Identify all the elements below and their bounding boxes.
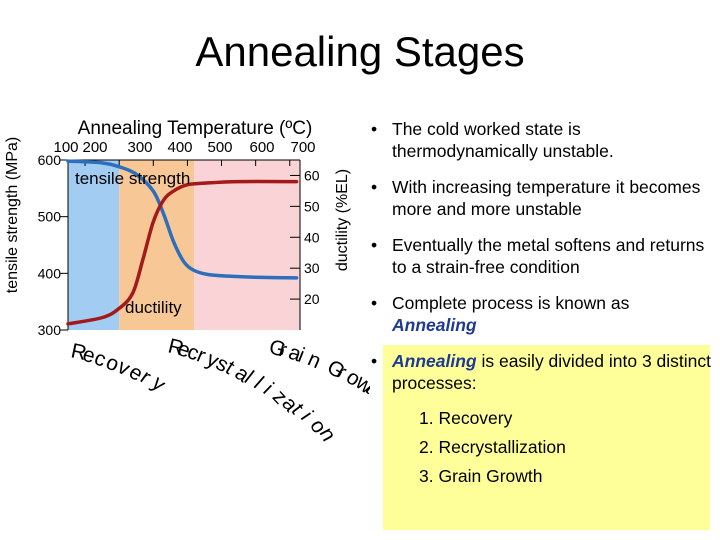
stage-label-char: n <box>304 347 324 373</box>
bullet-item: • With increasing temperature it becomes … <box>371 177 701 219</box>
right-tick-label: 40 <box>304 229 320 245</box>
right-axis: ductility (%EL) 20 30 40 50 60 <box>290 167 351 307</box>
stage-label-char: R <box>69 339 89 365</box>
top-tick-label: 700 <box>290 139 315 156</box>
top-tick-label: 600 <box>249 139 274 156</box>
right-axis-title: ductility (%EL) <box>334 169 351 271</box>
right-tick-label: 20 <box>304 291 320 307</box>
bullet-list: • The cold worked state is thermodynamica… <box>368 118 713 408</box>
step-grain-growth: 3. Grain Growth <box>419 466 543 486</box>
left-tick-label: 500 <box>38 209 62 225</box>
step-recrystallization: 2. Recrystallization <box>419 437 566 457</box>
ductility-curve <box>66 179 299 326</box>
bullet-dot: • <box>371 119 378 139</box>
top-axis: Annealing Temperature (ºC)100 200 300 400 50… <box>53 118 316 166</box>
left-axis: tensile strength (MPa) 300 400 500 600 <box>4 137 68 338</box>
right-tick-label: 50 <box>304 198 320 214</box>
annealing-highlight-box <box>383 345 710 530</box>
step-recovery: 1. Recovery <box>419 408 513 428</box>
annealing-term: Annealing <box>392 315 477 335</box>
bullet-dot: • <box>371 351 378 371</box>
left-tick-label: 300 <box>38 322 62 338</box>
region-grain-growth <box>194 160 300 330</box>
right-tick-label: 60 <box>304 167 320 183</box>
top-tick-label: 200 <box>82 139 107 156</box>
top-tick-label: 500 <box>207 139 232 156</box>
annealing-chart: Annealing Temperature (ºC)100 200 300 400 50… <box>4 118 370 445</box>
region-recovery <box>68 160 120 330</box>
ductility-label: ductility <box>125 298 182 317</box>
page-title: Annealing Stages <box>195 28 525 75</box>
left-tick-label: 600 <box>38 152 62 168</box>
bullet-dot: • <box>371 235 378 255</box>
bullet-dot: • <box>371 293 378 313</box>
bullet-item: • Eventually the metal softens and return… <box>371 235 705 277</box>
top-axis-title: Annealing Temperature (ºC) <box>78 118 313 139</box>
bullet-item: • Annealing is easily divided into 3 dist… <box>371 351 712 393</box>
bullet-item: • Complete process is known as Annealing <box>371 293 630 335</box>
stage-label-char: R <box>166 335 186 361</box>
curves <box>66 159 299 326</box>
left-axis-title: tensile strength (MPa) <box>4 137 21 294</box>
recovery-stage-label: Recovery <box>69 339 171 396</box>
annealing-term: Annealing <box>392 351 477 371</box>
stage-label-char: t <box>361 377 370 399</box>
top-tick-label: 300 <box>127 139 152 156</box>
process-steps: 1. Recovery 2. Recrystallization 3. Grai… <box>419 404 566 491</box>
left-tick-label: 400 <box>38 265 62 281</box>
tensile-strength-label: tensile strength <box>75 169 190 188</box>
bullet-dot: • <box>371 177 378 197</box>
top-tick-label: 100 <box>53 139 78 156</box>
bullet-item: • The cold worked state is thermodynamica… <box>371 119 614 161</box>
top-tick-label: 400 <box>167 139 192 156</box>
stage-regions <box>67 159 301 330</box>
stage-label-char: G <box>267 336 288 362</box>
right-tick-label: 30 <box>304 260 320 276</box>
tensile-strength-curve <box>66 159 299 280</box>
